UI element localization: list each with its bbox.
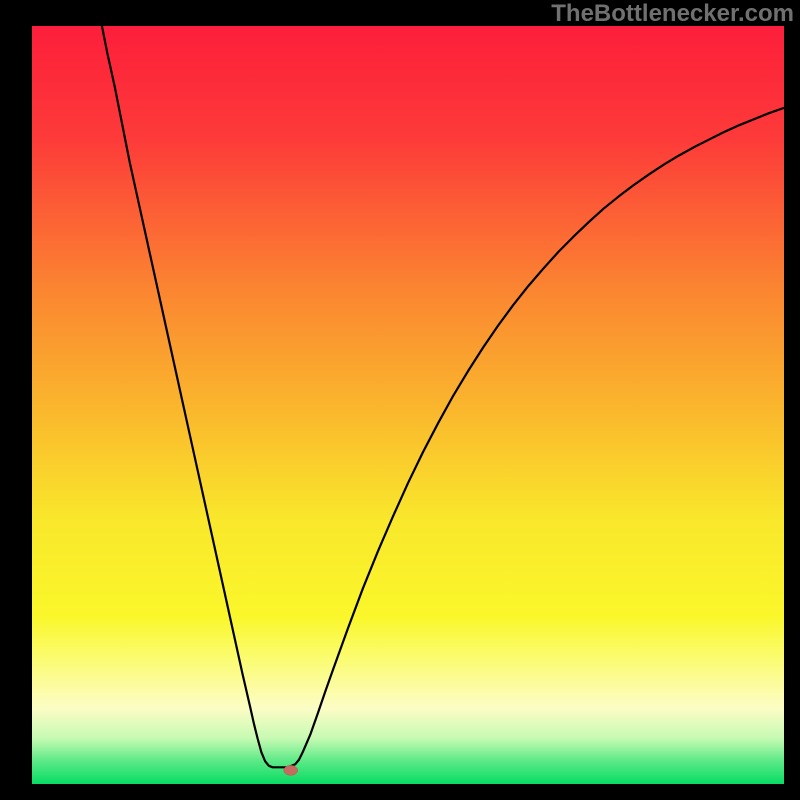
watermark-text: TheBottlenecker.com <box>551 0 794 28</box>
chart-svg <box>0 0 800 800</box>
bottleneck-chart: TheBottlenecker.com <box>0 0 800 800</box>
chart-plot-area <box>32 26 784 784</box>
optimal-marker <box>284 765 298 775</box>
